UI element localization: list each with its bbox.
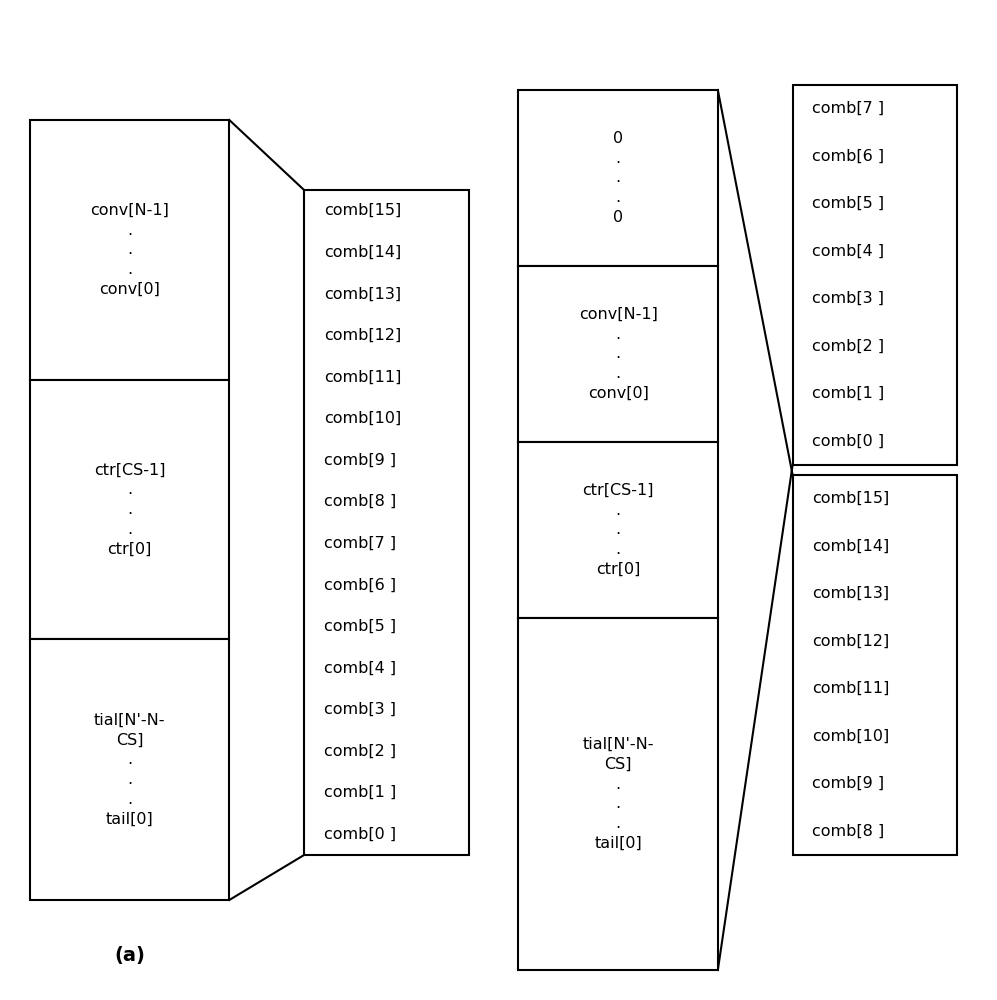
Text: comb[13]: comb[13] [324, 286, 401, 301]
Bar [518, 266, 718, 442]
Text: comb[2 ]: comb[2 ] [813, 339, 884, 354]
Text: comb[6 ]: comb[6 ] [324, 577, 396, 592]
Text: comb[15]: comb[15] [813, 491, 889, 506]
Text: comb[8 ]: comb[8 ] [813, 824, 884, 839]
Text: ctr[CS-1]
.
.
.
ctr[0]: ctr[CS-1] . . . ctr[0] [94, 463, 166, 557]
Text: tial[N'-N-
CS]
.
.
.
tail[0]: tial[N'-N- CS] . . . tail[0] [94, 713, 166, 827]
Text: comb[5 ]: comb[5 ] [813, 196, 884, 211]
Bar [793, 85, 957, 465]
Text: conv[N-1]
.
.
.
conv[0]: conv[N-1] . . . conv[0] [578, 307, 658, 401]
Bar [304, 190, 469, 855]
Text: comb[11]: comb[11] [324, 370, 401, 385]
Text: 0
.
.
.
0: 0 . . . 0 [613, 131, 623, 225]
Text: comb[10]: comb[10] [813, 729, 889, 744]
Text: comb[12]: comb[12] [813, 634, 889, 649]
Bar [30, 380, 229, 639]
Text: comb[1 ]: comb[1 ] [813, 386, 884, 401]
Text: comb[2 ]: comb[2 ] [324, 744, 396, 759]
Bar [518, 90, 718, 266]
Text: comb[12]: comb[12] [324, 328, 401, 343]
Text: comb[13]: comb[13] [813, 586, 889, 601]
Bar [30, 120, 229, 380]
Text: comb[3 ]: comb[3 ] [813, 291, 884, 306]
Text: comb[1 ]: comb[1 ] [324, 785, 396, 800]
Text: comb[5 ]: comb[5 ] [324, 619, 396, 634]
Text: (a): (a) [115, 946, 145, 964]
Text: comb[4 ]: comb[4 ] [813, 244, 884, 259]
Text: comb[10]: comb[10] [324, 411, 401, 426]
Text: ctr[CS-1]
.
.
.
ctr[0]: ctr[CS-1] . . . ctr[0] [582, 483, 654, 577]
Text: comb[6 ]: comb[6 ] [813, 149, 884, 164]
Text: comb[7 ]: comb[7 ] [813, 101, 884, 116]
Text: comb[11]: comb[11] [813, 681, 889, 696]
Text: comb[9 ]: comb[9 ] [324, 453, 396, 468]
Bar [518, 442, 718, 618]
Text: comb[0 ]: comb[0 ] [813, 434, 884, 449]
Text: tial[N'-N-
CS]
.
.
.
tail[0]: tial[N'-N- CS] . . . tail[0] [582, 737, 654, 851]
Text: comb[14]: comb[14] [324, 245, 401, 260]
Bar [30, 639, 229, 900]
Text: comb[14]: comb[14] [813, 539, 889, 554]
Bar [793, 475, 957, 855]
Text: comb[8 ]: comb[8 ] [324, 494, 396, 509]
Bar [518, 618, 718, 970]
Text: comb[4 ]: comb[4 ] [324, 660, 396, 675]
Text: conv[N-1]
.
.
.
conv[0]: conv[N-1] . . . conv[0] [90, 203, 169, 297]
Text: comb[3 ]: comb[3 ] [324, 702, 396, 717]
Text: comb[0 ]: comb[0 ] [324, 827, 396, 842]
Text: comb[7 ]: comb[7 ] [324, 536, 396, 551]
Text: comb[15]: comb[15] [324, 203, 401, 218]
Text: comb[9 ]: comb[9 ] [813, 776, 884, 791]
